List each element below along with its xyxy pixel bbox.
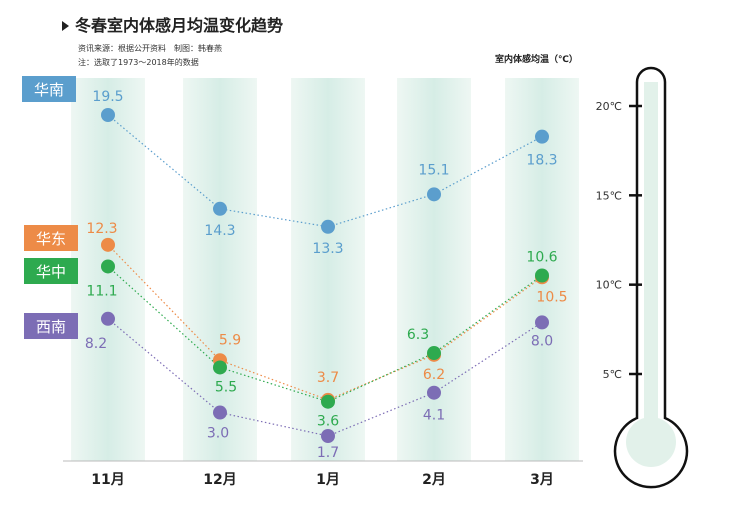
title-arrow-icon (62, 21, 69, 31)
legend-label: 华南 (34, 81, 64, 99)
data-label-华东: 6.2 (423, 367, 445, 383)
thermometer-tube (644, 82, 658, 427)
x-tick-label: 3月 (530, 472, 554, 488)
legend-item-华南: 华南 (22, 76, 76, 102)
data-point-西南 (535, 315, 549, 330)
data-point-华中 (321, 394, 335, 409)
data-point-西南 (101, 311, 115, 326)
thermometer: 20℃ 15℃ 10℃ 5℃ (596, 66, 689, 489)
x-tick-label: 1月 (316, 472, 340, 488)
x-tick-label: 12月 (203, 472, 236, 488)
data-label-华东: 5.9 (219, 332, 241, 348)
data-label-西南: 4.1 (423, 408, 445, 424)
legend-label: 华东 (36, 230, 66, 248)
thermometer-tick-label: 20℃ (596, 100, 622, 113)
data-point-华中 (101, 259, 115, 274)
data-label-华中: 5.5 (215, 379, 237, 395)
chart-title-text: 冬春室内体感月均温变化趋势 (75, 16, 284, 35)
series-line-华南 (107, 114, 543, 228)
data-point-华中 (427, 346, 441, 361)
x-tick-label: 2月 (422, 472, 446, 488)
thermometer-tick-label: 10℃ (596, 279, 622, 292)
data-point-华东 (101, 237, 115, 252)
data-label-华南: 15.1 (418, 162, 449, 178)
data-label-华中: 11.1 (86, 283, 117, 299)
legend-label: 西南 (36, 318, 66, 336)
legend-swatch (24, 225, 78, 251)
thermometer-tick-label: 5℃ (603, 368, 622, 381)
legend-swatch (24, 258, 78, 284)
data-label-西南: 1.7 (317, 445, 339, 461)
data-label-华中: 3.6 (317, 414, 339, 430)
data-label-华东: 12.3 (86, 221, 117, 237)
y-axis-label: 室内体感均温（℃） (495, 55, 578, 65)
data-label-华南: 19.5 (92, 89, 123, 105)
legend-swatch (22, 76, 76, 102)
chart-title: 冬春室内体感月均温变化趋势 (62, 12, 283, 36)
month-column-4 (397, 78, 471, 461)
data-label-华中: 10.6 (526, 250, 557, 266)
data-label-西南: 3.0 (207, 426, 229, 442)
data-point-西南 (321, 429, 335, 443)
legend-swatch (24, 313, 78, 339)
data-point-华中 (535, 268, 549, 283)
legend-item-华中: 华中 (24, 258, 78, 284)
data-label-华东: 10.5 (536, 289, 567, 305)
data-point-华中 (213, 360, 227, 375)
data-label-西南: 8.0 (531, 333, 553, 349)
data-point-西南 (213, 405, 227, 420)
data-label-华南: 14.3 (204, 223, 235, 239)
x-tick-label: 11月 (91, 472, 124, 488)
data-range-note: 注：选取了1973～2018年的数据 (78, 58, 199, 67)
data-label-华南: 18.3 (526, 153, 557, 169)
data-label-华南: 13.3 (312, 241, 343, 257)
data-label-华中: 6.3 (407, 327, 429, 343)
data-label-西南: 8.2 (85, 336, 107, 352)
data-label-华东: 3.7 (317, 370, 339, 386)
source-note: 资讯来源：根据公开资料 制图：韩春燕 (78, 44, 222, 53)
data-point-华南 (213, 201, 227, 216)
legend-label: 华中 (36, 263, 66, 281)
data-point-华南 (427, 187, 441, 202)
legend-item-西南: 西南 (24, 313, 78, 339)
data-point-华南 (321, 219, 335, 234)
month-column-2 (183, 78, 257, 461)
thermometer-tick-label: 15℃ (596, 189, 622, 202)
data-point-西南 (427, 385, 441, 400)
thermometer-bulb (626, 417, 676, 467)
data-point-华南 (101, 108, 115, 122)
legend-item-华东: 华东 (24, 225, 78, 251)
data-point-华南 (535, 129, 549, 144)
